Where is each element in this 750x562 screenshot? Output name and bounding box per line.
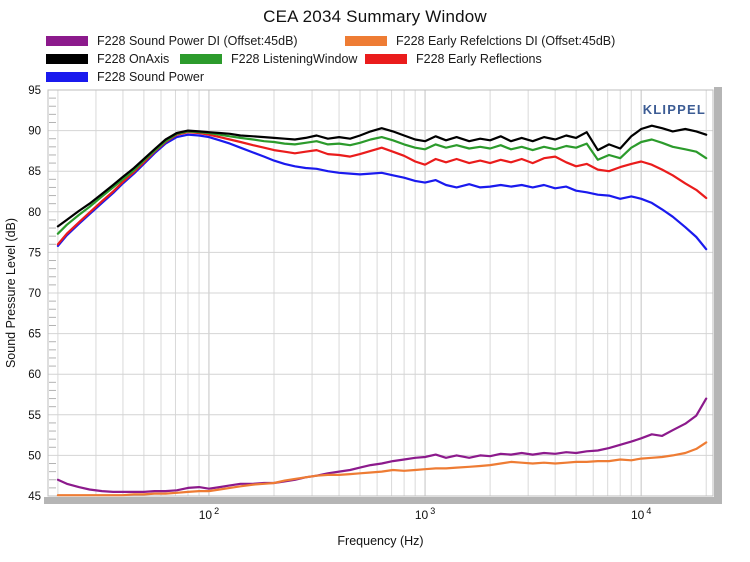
legend-label: F228 OnAxis [97,52,170,66]
svg-text:50: 50 [28,450,41,462]
x-axis-title: Frequency (Hz) [337,534,423,548]
y-tick-labels: 45 50 55 60 65 70 75 80 85 90 95 [28,85,41,503]
legend-label: F228 Early Reflections [416,52,542,66]
series-line-f228-sound-power-di-offset-45db [56,397,708,493]
svg-text:103: 10 3 [415,506,435,522]
svg-text:80: 80 [28,207,41,219]
legend-item-f228-listeningwindow: F228 ListeningWindow [180,52,357,66]
klippel-watermark: KLIPPEL [643,102,706,117]
y-axis-title: Sound Pressure Level (dB) [4,218,18,368]
legend-label: F228 ListeningWindow [231,52,358,66]
plot-border [47,89,714,497]
legend-item-f228-onaxis: F228 OnAxis [46,52,169,66]
svg-text:102: 10 2 [199,506,219,522]
legend-item-f228-sound-power-di-offset-45db: F228 Sound Power DI (Offset:45dB) [46,34,298,48]
series-line-f228-early-refelctions-di-offset-45db [56,441,708,497]
y-minor-ticks [49,97,56,489]
series-line-f228-listeningwindow [56,130,708,235]
legend-swatch-f228-listeningwindow [180,54,222,64]
legend-item-f228-early-reflections: F228 Early Reflections [365,52,542,66]
legend-swatch-f228-early-reflections [365,54,407,64]
svg-text:45: 45 [28,491,41,503]
svg-text:55: 55 [28,410,41,422]
svg-text:70: 70 [28,288,41,300]
series-curves [56,124,708,497]
frame-shadow-right [714,87,722,504]
legend: F228 Sound Power DI (Offset:45dB) F228 Ea… [0,0,750,90]
svg-text:90: 90 [28,126,41,138]
svg-text:75: 75 [28,247,41,259]
legend-item-f228-sound-power: F228 Sound Power [46,70,204,84]
legend-label: F228 Sound Power DI (Offset:45dB) [97,34,298,48]
x-tick-labels: 10 2 10 3 10 4 [199,506,652,522]
legend-item-f228-early-refelctions-di-offset-45db: F228 Early Refelctions DI (Offset:45dB) [345,34,615,48]
frame-shadow-bottom [44,497,722,504]
svg-text:60: 60 [28,369,41,381]
svg-text:104: 10 4 [631,506,651,522]
chart-title: CEA 2034 Summary Window [263,7,487,26]
svg-text:95: 95 [28,85,41,97]
svg-text:85: 85 [28,166,41,178]
gridlines [48,90,713,496]
legend-label: F228 Sound Power [97,70,205,84]
legend-swatch-f228-early-refelctions-di-offset-45db [345,36,387,46]
svg-text:65: 65 [28,329,41,341]
legend-label: F228 Early Refelctions DI (Offset:45dB) [396,34,616,48]
legend-swatch-f228-sound-power [46,72,88,82]
series-line-f228-sound-power [56,133,708,251]
legend-swatch-f228-sound-power-di-offset-45db [46,36,88,46]
legend-swatch-f228-onaxis [46,54,88,64]
series-line-f228-onaxis [56,124,708,228]
